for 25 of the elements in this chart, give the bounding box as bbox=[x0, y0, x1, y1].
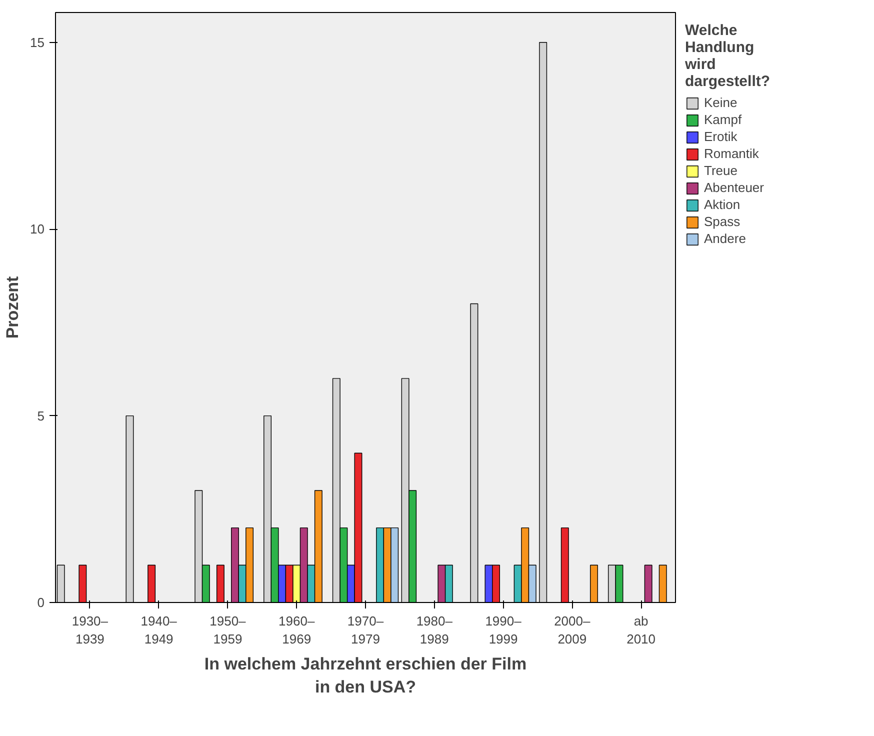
y-axis-title: Prozent bbox=[3, 276, 22, 339]
legend-label: Spass bbox=[704, 214, 740, 229]
x-tick-label: ab 2010 bbox=[626, 614, 656, 646]
legend-label: Abenteuer bbox=[704, 180, 764, 195]
x-tick-label: 1940–1949 bbox=[140, 614, 178, 646]
x-tick-label: 1930–1939 bbox=[72, 614, 109, 646]
legend-label: Romantik bbox=[704, 146, 759, 161]
legend-title: Welche Handlung wird dargestellt? bbox=[685, 22, 770, 90]
y-tick-label: 10 bbox=[30, 222, 45, 237]
x-tick-label: 1960–1969 bbox=[278, 614, 316, 646]
legend-label: Kampf bbox=[704, 112, 742, 127]
legend-label: Aktion bbox=[704, 197, 740, 212]
legend-label: Keine bbox=[704, 95, 738, 110]
x-tick-label: 1980–1989 bbox=[416, 614, 454, 646]
y-tick-label: 15 bbox=[30, 34, 45, 50]
y-tick-label: 0 bbox=[37, 595, 45, 610]
x-tick-label: 1950–1959 bbox=[210, 614, 247, 646]
legend-label: Treue bbox=[704, 163, 738, 178]
x-tick-label: 1990–1999 bbox=[485, 614, 522, 646]
legend-label: Andere bbox=[704, 231, 746, 246]
y-tick-label: 5 bbox=[37, 408, 45, 424]
x-axis-title: In welchem Jahrzehnt erschien der Film in den USA? bbox=[204, 654, 527, 696]
legend-label: Erotik bbox=[704, 129, 738, 144]
x-tick-label: 2000–2009 bbox=[554, 614, 592, 646]
x-tick-label: 1970–1979 bbox=[347, 614, 384, 646]
